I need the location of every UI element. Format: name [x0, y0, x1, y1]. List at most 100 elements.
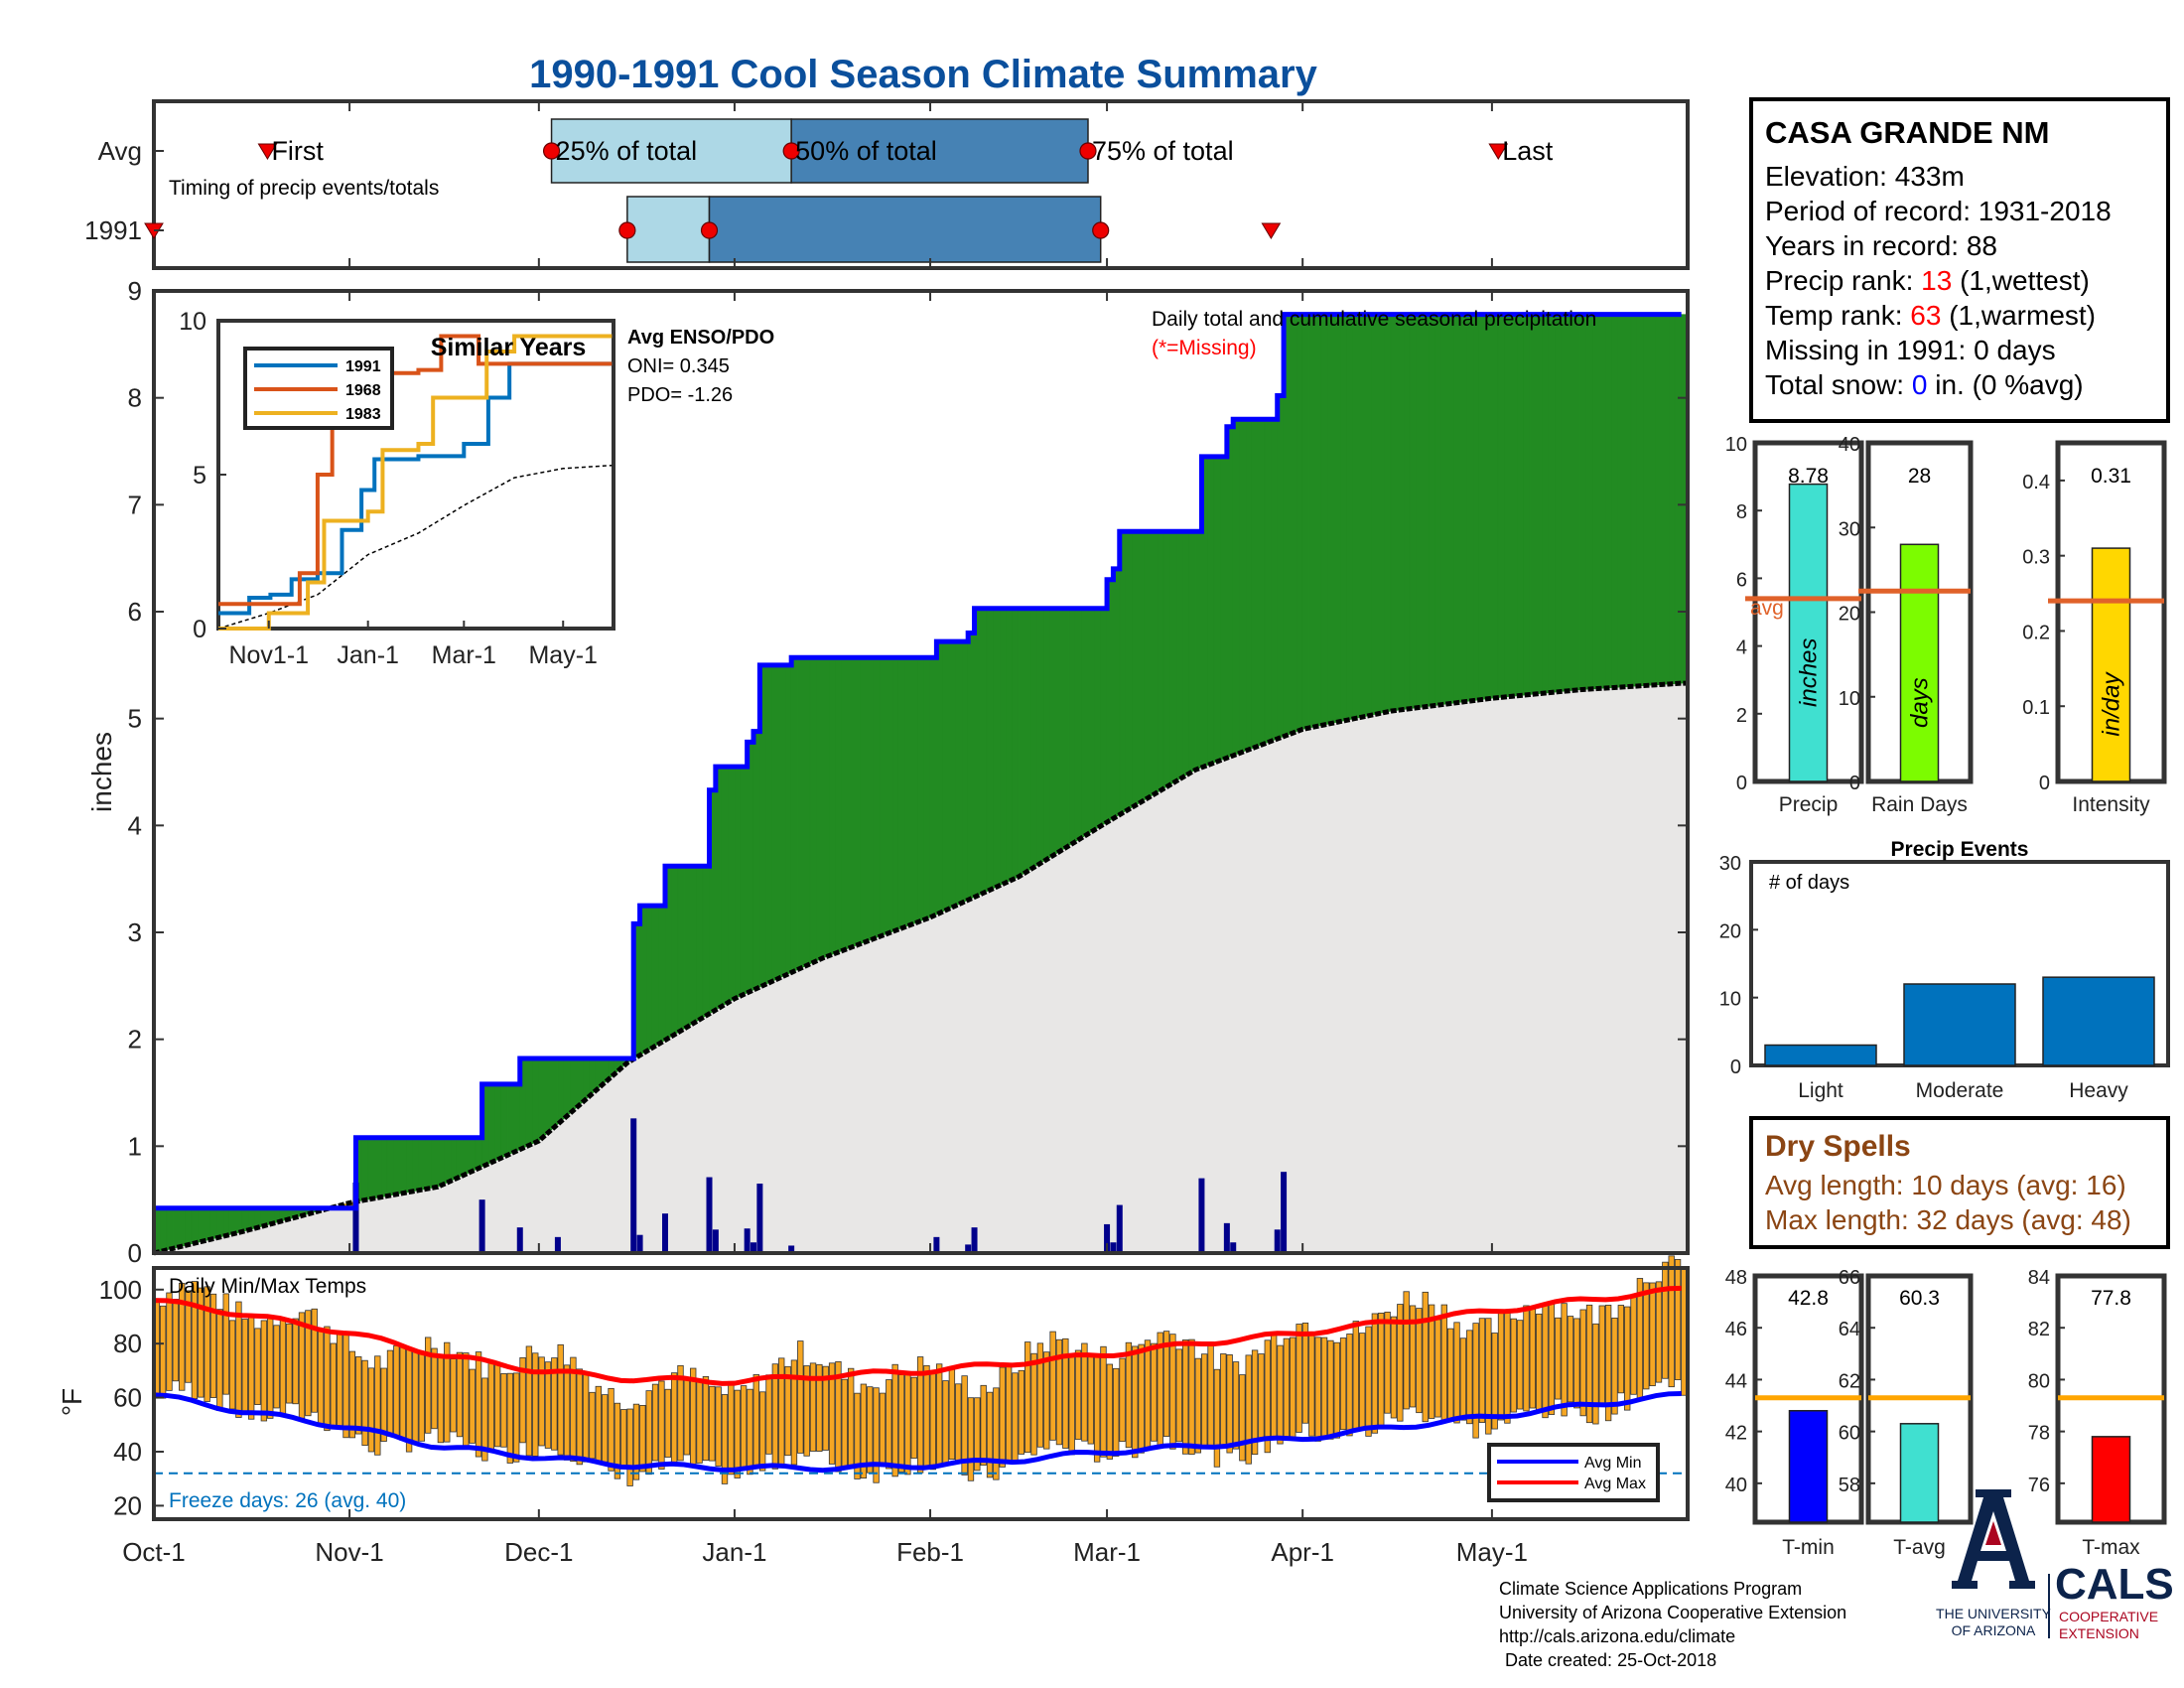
temps-daily-bar: [1536, 1313, 1543, 1412]
precip-departure-fill: [936, 640, 944, 915]
temps-daily-bar: [1277, 1344, 1284, 1445]
temps-daily-bar: [1301, 1323, 1309, 1424]
temps-daily-bar: [816, 1363, 823, 1452]
precip-daily-bar-Nov-28: [516, 1227, 523, 1253]
events-bar-Light: [1764, 1044, 1877, 1066]
precip-departure-fill: [1113, 568, 1121, 819]
temps-daily-bar: [444, 1341, 451, 1443]
precip-departure-fill: [166, 1207, 174, 1251]
precip-departure-fill: [551, 1057, 559, 1131]
precip-departure-fill: [1245, 418, 1253, 752]
temps-daily-bar: [897, 1374, 905, 1473]
precip-departure-fill: [431, 1137, 439, 1189]
temps-daily-bar: [1100, 1345, 1107, 1458]
events-title: Precip Events: [1891, 838, 2029, 861]
precip-departure-fill: [929, 656, 937, 918]
temps-daily-bar: [690, 1367, 697, 1469]
precip-departure-fill: [513, 1083, 521, 1153]
temps-daily-bar: [222, 1293, 229, 1395]
events-annotation: # of days: [1769, 872, 1849, 894]
precip-departure-fill: [386, 1137, 394, 1196]
snow-value: 0: [1911, 369, 1928, 400]
precip-departure-fill: [886, 656, 893, 935]
precip-departure-fill: [1012, 608, 1020, 881]
precip-departure-fill: [917, 656, 924, 923]
precip-departure-fill: [1087, 608, 1095, 835]
precip-departure-fill: [418, 1137, 426, 1192]
temps-daily-bar: [986, 1391, 994, 1478]
temps-daily-bar: [235, 1301, 242, 1418]
precip-departure-fill: [1674, 314, 1682, 684]
temps-daily-bar: [1138, 1343, 1145, 1454]
temps-daily-bar: [1119, 1357, 1126, 1443]
temps-daily-bar: [658, 1380, 665, 1470]
temps-daily-bar: [166, 1292, 173, 1391]
temps-freeze-label: Freeze days: 26 (avg. 40): [169, 1489, 406, 1512]
temps-daily-bar: [974, 1397, 981, 1472]
precip-departure-fill: [1068, 608, 1076, 847]
temptotals-y-tick-label: 64: [1839, 1319, 1860, 1340]
precip-y-tick-label: 2: [128, 1025, 142, 1055]
precip-departure-fill: [1308, 314, 1316, 729]
temps-daily-bar: [1333, 1341, 1340, 1439]
totals-y-tick-label: 6: [1736, 569, 1747, 591]
precip-departure-fill: [1440, 314, 1448, 706]
temps-daily-bar: [828, 1362, 836, 1465]
precip-departure-fill: [1636, 314, 1644, 687]
precip-departure-fill: [999, 608, 1007, 887]
events-y-tick-label: 10: [1719, 989, 1741, 1011]
temps-daily-bar: [721, 1394, 729, 1484]
precip-departure-fill: [1132, 530, 1140, 808]
precip-departure-fill: [1207, 456, 1215, 766]
precip-departure-fill: [1271, 418, 1279, 742]
precip-departure-fill: [538, 1057, 546, 1142]
precip-departure-fill: [525, 1057, 533, 1148]
temps-line-Avg-Max: [153, 1285, 1682, 1386]
totals-y-tick-label: 10: [1725, 434, 1747, 456]
temps-daily-bar: [1523, 1305, 1530, 1412]
temps-daily-bar: [670, 1372, 678, 1466]
totals-y-tick-label: 0.1: [2022, 697, 2050, 719]
x-axis-tick-label-Nov-1: Nov-1: [315, 1537, 383, 1567]
precip-departure-fill: [910, 656, 918, 925]
temps-daily-bar: [1403, 1291, 1410, 1410]
precip-departure-fill: [1301, 314, 1309, 730]
enso-oni: ONI= 0.345: [627, 355, 730, 377]
temps-daily-bar: [614, 1402, 621, 1479]
temps-daily-bar: [305, 1310, 312, 1417]
snow-suffix: in. (0 %avg): [1927, 369, 2084, 400]
temps-daily-bar: [1516, 1320, 1524, 1410]
temps-daily-bar: [1440, 1304, 1447, 1423]
precip-daily-bar-Dec-21: [662, 1213, 668, 1253]
precip-annotation: Daily total and cumulative seasonal prec…: [1152, 308, 1596, 331]
precip-departure-fill: [740, 766, 748, 997]
precip-departure-fill: [198, 1207, 205, 1243]
temps-daily-bar: [886, 1379, 892, 1470]
precip-departure-fill: [475, 1137, 482, 1171]
precip-departure-fill: [1277, 395, 1285, 740]
precip-departure-fill: [955, 640, 963, 907]
precip-departure-fill: [677, 865, 685, 1034]
temptotals-bar-T-min: [1788, 1409, 1829, 1523]
timing-row-label-Avg: Avg: [98, 136, 142, 166]
dry-spells-title: Dry Spells: [1765, 1130, 1911, 1163]
inset-legend-label-1983: 1983: [345, 406, 381, 423]
temps-daily-bar: [860, 1383, 868, 1479]
precip-daily-bar-Mar-1: [1104, 1223, 1111, 1253]
temps-daily-bar: [929, 1371, 936, 1471]
temp-rank-prefix: Temp rank:: [1765, 300, 1911, 331]
timing-triangle-first-Avg: [257, 143, 278, 160]
precip-departure-fill: [1384, 314, 1392, 713]
temp-rank-value: 63: [1910, 300, 1942, 331]
inset-series-1991: [218, 361, 613, 616]
temps-daily-bar: [923, 1364, 930, 1469]
temps-daily-bar: [1339, 1337, 1347, 1431]
temps-daily-bar: [1113, 1367, 1120, 1457]
temps-daily-bar: [1624, 1306, 1631, 1411]
totals-y-tick-label: 20: [1839, 604, 1860, 626]
timing-caption: Timing of precip events/totals: [169, 177, 439, 200]
temps-daily-bar: [841, 1378, 848, 1471]
temps-daily-bar: [393, 1344, 400, 1438]
temps-daily-bar: [1239, 1374, 1246, 1462]
temps-daily-bar: [424, 1336, 432, 1434]
